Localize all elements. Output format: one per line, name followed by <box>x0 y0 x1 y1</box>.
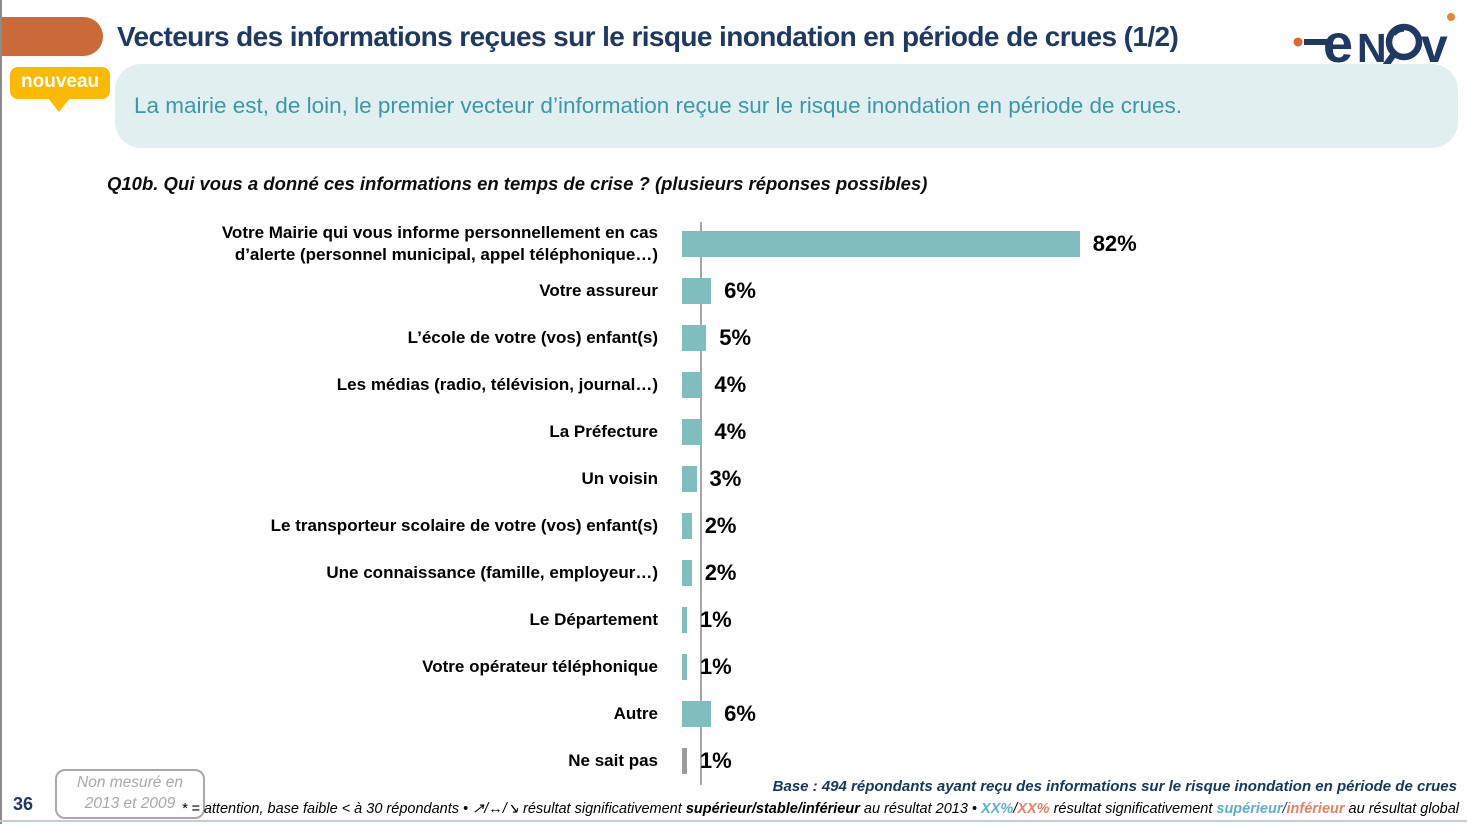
not-measured-line1: Non mesuré en <box>77 774 183 792</box>
bar <box>682 418 702 445</box>
bar <box>682 230 1080 257</box>
data-label: 6% <box>724 277 756 303</box>
data-label: 2% <box>704 512 737 538</box>
category-label: La Préfecture <box>549 421 658 441</box>
chart-row: La Préfecture 4% <box>0 408 1467 455</box>
chart-row: Votre assureur 6% <box>0 267 1467 314</box>
bar <box>682 465 697 492</box>
chart-row: Une connaissance (famille, employeur…) 2% <box>0 549 1467 596</box>
footnote-segment: * = attention, base faible < à 30 répond… <box>181 801 473 817</box>
category-label: Votre assureur <box>539 280 658 300</box>
chart-row: Le transporteur scolaire de votre (vos) … <box>0 502 1467 549</box>
data-label: 6% <box>724 700 756 726</box>
chart-axis-line <box>700 222 702 785</box>
data-label: 5% <box>719 324 752 350</box>
footnote-segment: ↗/↔/↘ <box>472 801 524 817</box>
bar <box>682 700 712 727</box>
category-label: Ne sait pas <box>568 750 658 770</box>
logo-right-orange-dot <box>1447 13 1455 21</box>
footnote-segment: supérieur <box>1216 801 1283 817</box>
chart-row: Le Département 1% <box>0 596 1467 643</box>
category-label: Un voisin <box>581 468 658 488</box>
not-measured-line2: 2013 et 2009 <box>84 795 176 812</box>
footnote-segment: au résultat global <box>1344 801 1459 817</box>
data-label: 3% <box>709 465 742 491</box>
footnote-segment: XX% <box>981 801 1014 817</box>
footnote-segment: / <box>1282 801 1287 817</box>
chart-row: Un voisin 3% <box>0 455 1467 502</box>
page-title: Vecteurs des informations reçues sur le … <box>117 21 1179 52</box>
chart-row: Autre 6% <box>0 690 1467 737</box>
logo-left-orange-dot <box>1293 37 1303 47</box>
nouveau-badge-tail <box>48 98 70 112</box>
category-label: Votre Mairie qui vous informe personnell… <box>221 223 658 264</box>
base-note: Base : 494 répondants ayant reçu des inf… <box>772 778 1457 795</box>
bar <box>682 559 692 586</box>
data-label: 2% <box>704 559 737 585</box>
footnote-segment: résultat significativement <box>1049 801 1217 817</box>
footnote-segment: au résultat 2013 • <box>859 801 982 817</box>
footnote-segment: / <box>1013 801 1018 817</box>
category-label: Le transporteur scolaire de votre (vos) … <box>270 515 658 535</box>
category-label: Votre opérateur téléphonique <box>422 656 658 676</box>
bar <box>682 747 687 774</box>
bar <box>682 653 687 680</box>
chart-row: Les médias (radio, télévision, journal…)… <box>0 361 1467 408</box>
logo-magnifier-lens <box>1385 23 1423 61</box>
data-label: 1% <box>699 606 732 632</box>
footnote-segment: XX% <box>1017 801 1050 817</box>
data-label: 1% <box>699 747 732 773</box>
data-label: 4% <box>714 371 747 397</box>
bar <box>682 512 692 539</box>
bar <box>682 277 712 304</box>
key-message-text: La mairie est, de loin, le premier vecte… <box>134 93 1183 118</box>
slide-bottom-border <box>0 820 1467 822</box>
category-label: Une connaissance (famille, employeur…) <box>326 562 658 582</box>
category-label: Les médias (radio, télévision, journal…) <box>336 374 658 394</box>
chart-row: L’école de votre (vos) enfant(s) 5% <box>0 314 1467 361</box>
slide-left-border <box>0 0 2 824</box>
footnote-segment: résultat significativement <box>523 801 686 817</box>
chart-row: Ne sait pas 1% <box>0 737 1467 784</box>
chart-row: Votre Mairie qui vous informe personnell… <box>0 220 1467 267</box>
not-measured-note-box: Non mesuré en 2013 et 2009 <box>55 769 205 819</box>
category-label: Autre <box>613 703 658 723</box>
footnote-segment: inférieur <box>1286 801 1345 817</box>
bar <box>682 606 687 633</box>
data-label: 4% <box>714 418 747 444</box>
footnote-segment: supérieur/stable/inférieur <box>685 801 860 817</box>
data-label: 1% <box>699 653 732 679</box>
category-label: Le Département <box>529 609 658 629</box>
section-tab-shape <box>2 17 103 56</box>
footnote: * = attention, base faible < à 30 répond… <box>182 801 1459 817</box>
bar <box>682 371 702 398</box>
chart-row: Votre opérateur téléphonique 1% <box>0 643 1467 690</box>
bar <box>682 324 707 351</box>
svg-text:N: N <box>1357 25 1387 71</box>
data-label: 82% <box>1092 230 1137 256</box>
nouveau-badge: nouveau <box>10 67 111 99</box>
category-label: L’école de votre (vos) enfant(s) <box>407 327 658 347</box>
question-label: Q10b. Qui vous a donné ces informations … <box>107 173 928 194</box>
page-number: 36 <box>13 794 34 814</box>
key-message-banner: La mairie est, de loin, le premier vecte… <box>115 64 1458 148</box>
